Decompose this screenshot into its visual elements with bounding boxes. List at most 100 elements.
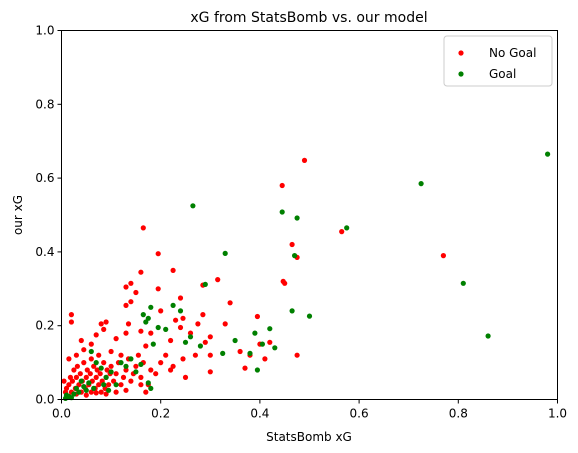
- legend-marker-no-goal: [458, 50, 464, 56]
- data-point-goal: [267, 326, 273, 332]
- data-point-no-goal: [207, 334, 213, 340]
- data-point-no-goal: [69, 378, 75, 384]
- data-point-no-goal: [289, 241, 295, 248]
- data-point-no-goal: [202, 339, 208, 345]
- data-point-no-goal: [93, 374, 99, 380]
- data-point-goal: [155, 324, 161, 331]
- data-point-no-goal: [123, 367, 129, 373]
- data-point-no-goal: [168, 367, 174, 373]
- data-point-goal: [76, 389, 82, 395]
- data-point-no-goal: [148, 367, 154, 373]
- data-point-goal: [197, 343, 203, 349]
- data-point-goal: [140, 312, 146, 318]
- data-point-no-goal: [123, 284, 129, 290]
- x-axis-label: StatsBomb xG: [266, 430, 352, 444]
- data-point-no-goal: [98, 389, 104, 395]
- data-point-no-goal: [222, 321, 228, 327]
- data-point-no-goal: [138, 328, 144, 334]
- data-point-no-goal: [108, 348, 114, 355]
- data-point-no-goal: [177, 324, 184, 331]
- data-point-goal: [101, 382, 107, 388]
- legend-box: [443, 35, 553, 87]
- data-point-no-goal: [63, 385, 70, 391]
- data-point-no-goal: [128, 280, 134, 286]
- y-tick-label: 0.2: [35, 319, 54, 333]
- data-point-goal: [78, 378, 84, 384]
- data-point-no-goal: [182, 374, 189, 380]
- data-point-goal: [252, 330, 258, 336]
- data-point-goal: [294, 215, 300, 221]
- data-point-no-goal: [173, 317, 179, 323]
- data-point-no-goal: [180, 356, 186, 362]
- data-point-goal: [81, 384, 87, 390]
- data-point-goal: [86, 380, 92, 386]
- data-point-no-goal: [128, 299, 134, 305]
- data-point-goal: [545, 151, 551, 157]
- data-point-goal: [145, 315, 151, 321]
- axes-frame: [61, 30, 558, 400]
- data-point-no-goal: [113, 371, 119, 377]
- y-tick-label: 0.6: [35, 171, 54, 185]
- data-point-no-goal: [158, 360, 164, 366]
- data-point-no-goal: [267, 339, 273, 345]
- y-axis-label: our xG: [11, 195, 25, 235]
- x-tick-label: 0.8: [449, 407, 468, 421]
- data-point-no-goal: [94, 367, 100, 373]
- data-point-no-goal: [98, 321, 104, 327]
- data-point-no-goal: [170, 363, 176, 369]
- data-point-goal: [103, 374, 109, 380]
- data-point-no-goal: [118, 382, 124, 388]
- data-point-no-goal: [66, 356, 72, 362]
- data-point-no-goal: [282, 280, 288, 286]
- y-tick-label: 1.0: [35, 24, 54, 38]
- data-point-no-goal: [440, 253, 446, 259]
- data-point-no-goal: [97, 371, 103, 377]
- data-point-goal: [138, 361, 144, 367]
- data-point-goal: [190, 203, 196, 209]
- y-tick-label: 0.0: [35, 393, 54, 407]
- data-point-goal: [143, 319, 149, 325]
- data-point-goal: [202, 281, 208, 287]
- chart-title: xG from StatsBomb vs. our model: [190, 10, 427, 26]
- data-point-goal: [73, 385, 79, 391]
- data-point-no-goal: [88, 389, 94, 395]
- data-point-goal: [93, 360, 99, 366]
- data-point-no-goal: [113, 389, 119, 395]
- data-point-no-goal: [153, 371, 159, 377]
- data-point-no-goal: [87, 371, 93, 377]
- data-point-no-goal: [106, 382, 112, 388]
- data-point-no-goal: [242, 365, 248, 371]
- data-point-no-goal: [93, 332, 99, 338]
- data-point-no-goal: [83, 392, 89, 398]
- data-point-no-goal: [103, 319, 109, 325]
- x-tick-label: 0.4: [250, 407, 269, 421]
- data-point-goal: [232, 337, 238, 344]
- data-point-no-goal: [68, 319, 74, 325]
- data-point-no-goal: [279, 182, 285, 189]
- data-point-goal: [148, 304, 154, 310]
- data-point-goal: [83, 387, 89, 393]
- data-point-goal: [91, 385, 97, 391]
- data-point-no-goal: [128, 378, 134, 384]
- data-point-no-goal: [125, 321, 132, 327]
- data-point-goal: [71, 391, 77, 397]
- data-point-no-goal: [294, 352, 300, 358]
- data-point-no-goal: [133, 289, 139, 296]
- data-point-goal: [170, 302, 176, 308]
- data-point-no-goal: [135, 352, 141, 358]
- legend: No Goal Goal: [443, 35, 553, 87]
- data-point-goal: [163, 326, 169, 332]
- data-point-goal: [118, 360, 124, 366]
- data-point-no-goal: [68, 312, 74, 318]
- data-point-no-goal: [187, 330, 194, 336]
- data-point-no-goal: [91, 363, 97, 369]
- data-point-no-goal: [66, 382, 72, 388]
- data-point-goal: [133, 369, 139, 375]
- data-point-no-goal: [84, 367, 90, 373]
- data-point-goal: [128, 356, 134, 362]
- data-point-no-goal: [301, 157, 308, 163]
- data-point-goal: [150, 341, 156, 347]
- data-point-no-goal: [215, 277, 221, 283]
- data-point-goal: [177, 308, 184, 314]
